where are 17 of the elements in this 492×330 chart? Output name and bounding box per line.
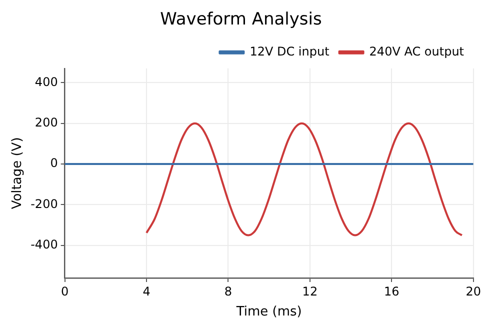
x-tick-label: 12 [302, 284, 318, 298]
x-tick-label: 20 [466, 284, 482, 298]
x-tick-label: 16 [384, 284, 400, 298]
x-tick-label: 4 [142, 284, 150, 298]
line-series [146, 122, 463, 236]
y-tick-label: 200 [34, 115, 58, 130]
chart-title: Waveform Analysis [160, 10, 322, 30]
y-tick-label: 400 [34, 74, 58, 89]
legend-label: 240V AC output [369, 44, 464, 59]
y-tick-label: 0 [50, 156, 58, 170]
x-axis-title: Time (ms) [235, 304, 302, 320]
y-tick-label: -200 [30, 196, 58, 211]
x-tick-label: 0 [61, 284, 69, 298]
y-tick-label: -400 [30, 238, 58, 252]
legend-label: 12V DC input [250, 44, 330, 59]
y-axis-title: Voltage (V) [10, 137, 26, 210]
x-tick-label: 8 [224, 284, 232, 298]
